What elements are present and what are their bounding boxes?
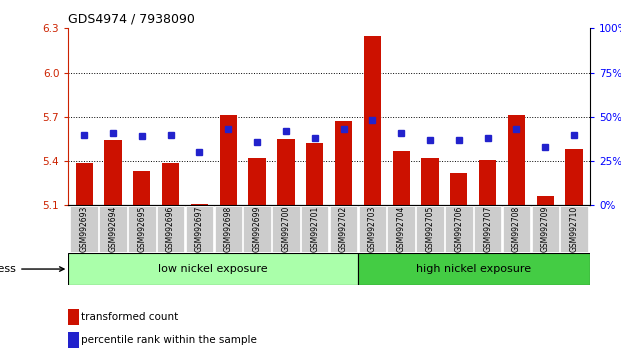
Text: low nickel exposure: low nickel exposure <box>158 264 268 274</box>
FancyBboxPatch shape <box>388 206 415 252</box>
Text: GSM992695: GSM992695 <box>137 206 147 252</box>
Text: GSM992693: GSM992693 <box>79 206 89 252</box>
FancyBboxPatch shape <box>70 206 98 252</box>
Text: GSM992708: GSM992708 <box>512 206 521 252</box>
FancyBboxPatch shape <box>99 206 127 252</box>
Text: GSM992710: GSM992710 <box>569 206 579 252</box>
FancyBboxPatch shape <box>503 206 530 252</box>
Bar <box>248 158 266 205</box>
Bar <box>104 141 122 205</box>
Text: GSM992707: GSM992707 <box>483 206 492 252</box>
FancyBboxPatch shape <box>301 206 329 252</box>
Bar <box>450 173 468 205</box>
FancyBboxPatch shape <box>416 206 444 252</box>
Bar <box>76 162 93 205</box>
Text: GSM992706: GSM992706 <box>455 206 463 252</box>
FancyBboxPatch shape <box>128 206 155 252</box>
Bar <box>508 115 525 205</box>
Bar <box>479 160 496 205</box>
Text: GSM992698: GSM992698 <box>224 206 233 252</box>
Text: GSM992697: GSM992697 <box>195 206 204 252</box>
FancyBboxPatch shape <box>157 206 184 252</box>
Bar <box>133 171 150 205</box>
FancyBboxPatch shape <box>474 206 501 252</box>
Bar <box>566 149 582 205</box>
Bar <box>191 204 208 205</box>
Text: GSM992700: GSM992700 <box>281 206 291 252</box>
Text: GDS4974 / 7938090: GDS4974 / 7938090 <box>68 12 195 25</box>
FancyBboxPatch shape <box>272 206 300 252</box>
Text: GSM992701: GSM992701 <box>310 206 319 252</box>
FancyBboxPatch shape <box>532 206 559 252</box>
Bar <box>392 151 410 205</box>
FancyBboxPatch shape <box>560 206 588 252</box>
FancyBboxPatch shape <box>214 206 242 252</box>
Bar <box>68 309 79 325</box>
Text: GSM992705: GSM992705 <box>425 206 435 252</box>
Text: GSM992702: GSM992702 <box>339 206 348 252</box>
FancyBboxPatch shape <box>68 253 358 285</box>
Text: stress: stress <box>0 264 64 274</box>
Bar <box>68 332 79 348</box>
FancyBboxPatch shape <box>330 206 357 252</box>
FancyBboxPatch shape <box>243 206 271 252</box>
Text: percentile rank within the sample: percentile rank within the sample <box>81 335 257 346</box>
Bar <box>306 143 324 205</box>
Bar <box>335 121 352 205</box>
Text: GSM992696: GSM992696 <box>166 206 175 252</box>
FancyBboxPatch shape <box>358 206 386 252</box>
Bar <box>220 115 237 205</box>
Text: GSM992704: GSM992704 <box>397 206 406 252</box>
Text: transformed count: transformed count <box>81 312 179 322</box>
Text: high nickel exposure: high nickel exposure <box>417 264 532 274</box>
FancyBboxPatch shape <box>358 253 590 285</box>
Text: GSM992694: GSM992694 <box>109 206 117 252</box>
FancyBboxPatch shape <box>445 206 473 252</box>
FancyBboxPatch shape <box>186 206 213 252</box>
Bar <box>364 36 381 205</box>
Bar <box>162 162 179 205</box>
Text: GSM992703: GSM992703 <box>368 206 377 252</box>
Text: GSM992699: GSM992699 <box>253 206 261 252</box>
Text: GSM992709: GSM992709 <box>541 206 550 252</box>
Bar <box>422 158 438 205</box>
Bar <box>277 139 294 205</box>
Bar <box>537 196 554 205</box>
